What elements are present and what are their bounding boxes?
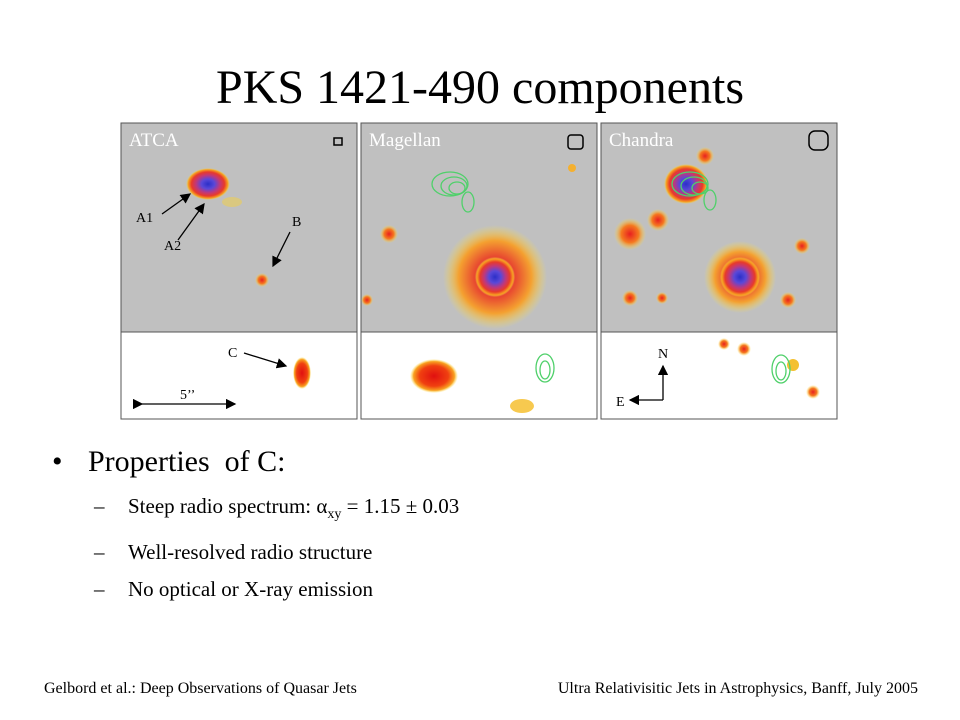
panel-label-chandra: Chandra (609, 130, 674, 151)
footer-left: Gelbord et al.: Deep Observations of Qua… (44, 680, 357, 697)
sub-bullet-text: Steep radio spectrum: (128, 494, 317, 518)
sub-bullet-text: No optical or X-ray emission (128, 577, 373, 602)
alpha-subscript: xy (327, 507, 342, 523)
alpha-symbol: α (316, 494, 328, 518)
sub-bullet-text: Well-resolved radio structure (128, 540, 373, 565)
image-panels: ATCA A1 A2 B C 5’’ Magellan (120, 122, 838, 420)
knot-c (293, 357, 311, 389)
panel-label-atca: ATCA (129, 130, 179, 151)
label-north: N (658, 347, 668, 362)
beam-icon (808, 130, 829, 151)
bullet-marker: • (52, 445, 63, 478)
footer-right: Ultra Relativisitic Jets in Astrophysics… (557, 680, 918, 697)
radio-core (186, 168, 230, 200)
sub-bullet: – Steep radio spectrum: αxy = 1.15 ± 0.0… (52, 492, 459, 529)
bullet-text: Properties of C: (88, 445, 286, 478)
label-c: C (228, 346, 237, 361)
dash-marker: – (94, 540, 105, 565)
panel-atca: ATCA A1 A2 B C 5’’ (120, 122, 358, 420)
scale-label: 5’’ (180, 388, 195, 403)
beam-icon (567, 134, 584, 150)
radio-contours (431, 171, 475, 213)
contours-c (771, 354, 791, 384)
radio-contours (671, 171, 717, 211)
contours-c (535, 353, 555, 383)
panel-label-magellan: Magellan (369, 130, 441, 151)
bullet-list: • Properties of C: – Steep radio spectru… (52, 442, 459, 603)
knot-b (255, 273, 269, 287)
dash-marker: – (94, 494, 105, 518)
dash-marker: – (94, 577, 105, 602)
sub-bullet: – No optical or X-ray emission (52, 575, 459, 603)
bullet-item: • Properties of C: (52, 442, 459, 482)
optical-source (410, 359, 458, 393)
label-a2: A2 (164, 239, 181, 254)
spectral-index-value: = 1.15 ± 0.03 (341, 494, 460, 518)
panel-chandra: Chandra (600, 122, 838, 420)
label-b: B (292, 215, 301, 230)
slide-title: PKS 1421-490 components (216, 61, 744, 114)
panel-magellan: Magellan (360, 122, 598, 420)
sub-bullet: – Well-resolved radio structure (52, 538, 459, 566)
beam-icon (333, 137, 343, 146)
label-a1: A1 (136, 211, 153, 226)
label-east: E (616, 395, 625, 410)
xray-knot (664, 164, 708, 204)
